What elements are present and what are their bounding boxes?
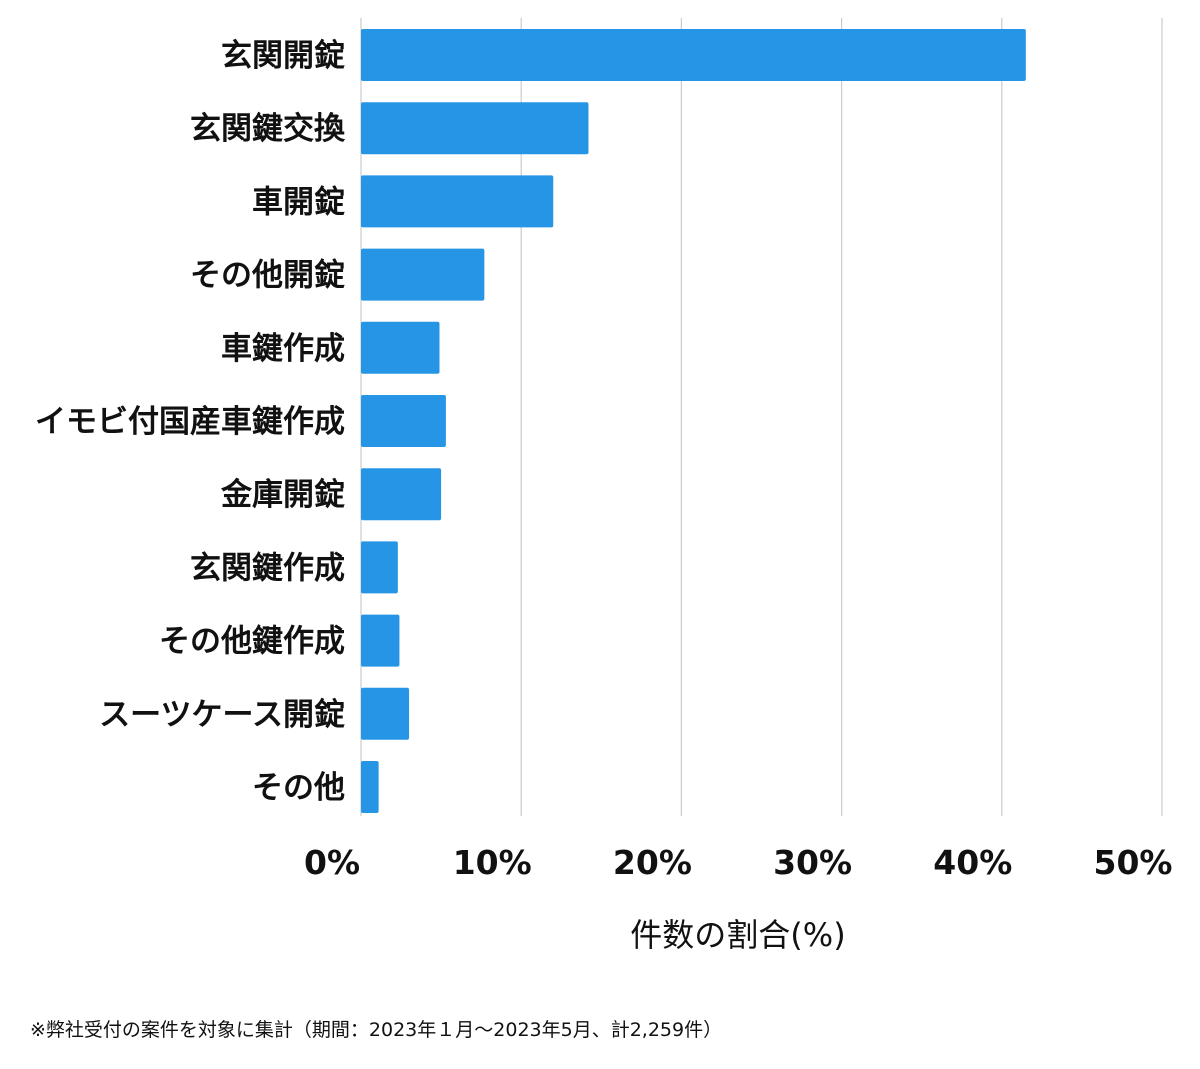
bar: [361, 687, 410, 740]
x-tick-label: 30%: [773, 843, 852, 882]
bar-chart: 玄関開錠玄関鍵交換車開錠その他開錠車鍵作成イモビ付国産車鍵作成金庫開錠玄関鍵作成…: [35, 18, 1173, 954]
category-label: 玄関開錠: [221, 38, 345, 74]
category-label: その他鍵作成: [159, 624, 345, 660]
bars: [361, 29, 1026, 813]
bar: [361, 761, 379, 813]
category-label: 車鍵作成: [221, 331, 345, 367]
bar: [361, 29, 1026, 81]
bar: [361, 248, 485, 301]
bar: [361, 102, 589, 155]
category-label: 玄関鍵交換: [190, 111, 346, 147]
x-tick-label: 20%: [613, 843, 692, 882]
bar: [361, 468, 442, 521]
x-tick-label: 50%: [1094, 843, 1173, 882]
x-axis-title: 件数の割合(%): [630, 916, 845, 954]
category-label: 玄関鍵作成: [190, 550, 345, 586]
bar: [361, 541, 398, 594]
category-label: イモビ付国産車鍵作成: [35, 404, 345, 440]
bar: [361, 614, 400, 667]
category-label: 車開錠: [252, 184, 345, 220]
bar: [361, 395, 446, 447]
x-tick-labels: 0% 10% 20% 30% 40% 50%: [304, 843, 1173, 882]
bar: [361, 321, 440, 374]
category-label: その他: [252, 770, 345, 806]
x-tick-label: 10%: [453, 843, 532, 882]
x-tick-label: 40%: [933, 843, 1012, 882]
footnote: ※弊社受付の案件を対象に集計（期間：2023年１月～2023年5月、計2,259…: [30, 1019, 723, 1041]
x-tick-label: 0%: [304, 843, 360, 882]
bar: [361, 175, 554, 228]
category-label: その他開錠: [190, 258, 345, 294]
category-label: スーツケース開錠: [99, 697, 345, 733]
category-labels: 玄関開錠玄関鍵交換車開錠その他開錠車鍵作成イモビ付国産車鍵作成金庫開錠玄関鍵作成…: [35, 38, 346, 806]
category-label: 金庫開錠: [220, 477, 345, 513]
